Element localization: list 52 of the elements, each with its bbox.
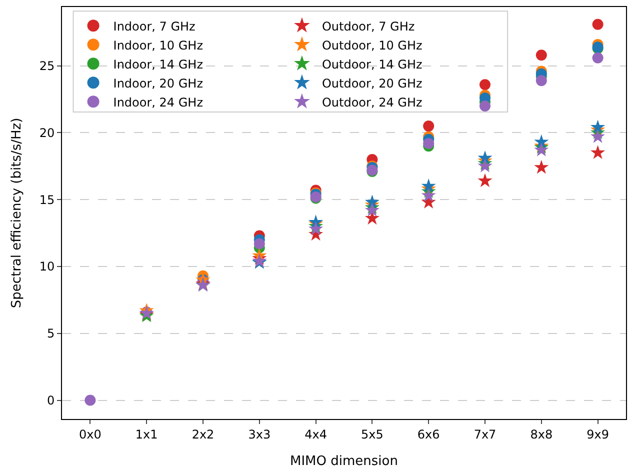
legend-label: Indoor, 20 GHz <box>113 76 203 90</box>
x-tick-label: 0x0 <box>79 427 102 442</box>
y-tick-label: 20 <box>39 126 55 140</box>
y-tick-label: 15 <box>39 192 55 207</box>
legend-label: Outdoor, 20 GHz <box>322 76 422 90</box>
point <box>592 52 604 64</box>
point <box>590 145 606 160</box>
point <box>534 142 549 156</box>
point <box>590 129 606 143</box>
point <box>423 138 434 149</box>
point <box>423 120 434 132</box>
point <box>478 158 492 172</box>
y-tick-label: 25 <box>39 59 55 74</box>
point <box>534 160 549 174</box>
x-tick-label: 7x7 <box>474 427 496 442</box>
point <box>364 202 380 217</box>
point <box>421 188 436 202</box>
x-tick-label: 1x1 <box>135 427 158 442</box>
legend-label: Indoor, 14 GHz <box>113 57 203 72</box>
point <box>536 50 547 61</box>
legend-label: Outdoor, 24 GHz <box>322 95 422 110</box>
y-tick-label: 0 <box>46 393 55 408</box>
point <box>254 238 265 250</box>
legend-label: Outdoor, 10 GHz <box>322 38 422 52</box>
point <box>536 75 547 86</box>
legend-label: Outdoor, 7 GHz <box>322 19 415 34</box>
legend-label: Indoor, 7 GHz <box>113 19 196 34</box>
x-tick-label: 9x9 <box>586 427 609 442</box>
y-tick-label: 5 <box>46 326 55 341</box>
point <box>534 134 549 148</box>
x-tick-label: 8x8 <box>530 427 553 442</box>
point <box>478 173 492 188</box>
x-tick-label: 2x2 <box>192 427 214 442</box>
x-tick-label: 6x6 <box>417 427 440 442</box>
point <box>480 79 490 90</box>
point <box>84 394 96 406</box>
x-tick-label: 4x4 <box>304 427 327 442</box>
legend-label: Indoor, 10 GHz <box>113 38 203 52</box>
y-axis-title: Spectral efficiency (bits/s/Hz) <box>9 118 24 308</box>
point <box>480 100 490 112</box>
y-tick-label: 10 <box>39 260 55 274</box>
point <box>592 18 604 30</box>
point <box>478 150 492 164</box>
point <box>590 120 606 134</box>
x-tick-label: 5x5 <box>361 427 384 442</box>
point <box>308 221 324 236</box>
point <box>364 194 380 209</box>
point <box>421 178 436 192</box>
legend-label: Outdoor, 14 GHz <box>322 57 422 72</box>
x-tick-label: 3x3 <box>248 427 271 442</box>
legend-label: Indoor, 24 GHz <box>113 95 203 110</box>
x-axis-title: MIMO dimension <box>290 454 398 469</box>
